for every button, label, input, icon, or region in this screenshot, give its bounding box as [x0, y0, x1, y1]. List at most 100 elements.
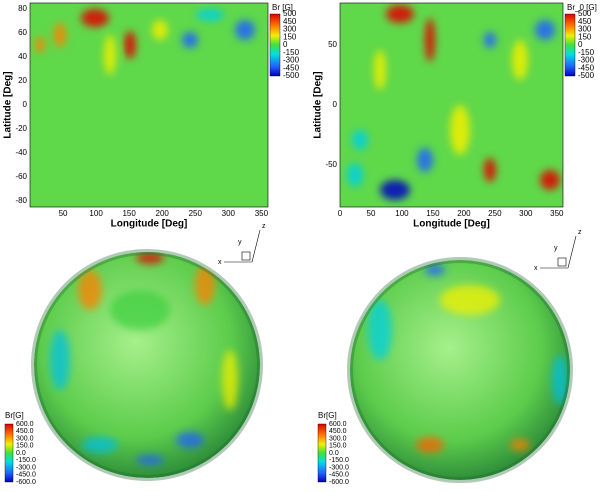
- colorbar-label: -600.0: [329, 479, 349, 486]
- map-frame: [29, 2, 269, 208]
- y-tick-label: -50: [325, 160, 337, 169]
- colorbar-label: -500: [283, 71, 300, 80]
- colorbar-label: 150: [283, 32, 297, 41]
- colorbar-label: 500: [578, 9, 592, 18]
- colorbar-label: 150.0: [329, 443, 347, 450]
- heatmap-feature: [386, 5, 414, 23]
- x-tick-label: 50: [367, 209, 376, 218]
- colorbar-label: -500: [578, 71, 595, 80]
- colorbar-label: 300: [283, 25, 297, 34]
- heatmap-feature: [104, 35, 116, 75]
- heatmap-feature: [540, 170, 560, 190]
- y-tick-label: 0: [333, 100, 338, 109]
- sphere-bg: [350, 260, 570, 480]
- heatmap-feature: [417, 148, 433, 172]
- axis-label: y: [554, 245, 558, 252]
- colorbar-label: -150: [578, 48, 595, 57]
- axis-label: y: [238, 239, 242, 246]
- colorbar-label: 450.0: [329, 428, 347, 435]
- heatmap-features: [347, 5, 560, 200]
- colorbar-label: 0: [578, 40, 583, 49]
- x-tick-label: 350: [255, 209, 269, 218]
- colorbar-label: -150.0: [16, 457, 36, 464]
- colorbar-label: 300.0: [329, 435, 347, 442]
- colorbar-label: 300: [578, 25, 592, 34]
- heatmap-feature: [352, 130, 368, 150]
- axis-box: [557, 257, 567, 267]
- heatmap-feature: [182, 32, 198, 48]
- colorbar-label: -450.0: [329, 472, 349, 479]
- colorbar: [317, 423, 327, 483]
- sphere-feature: [368, 300, 392, 360]
- axis-label: x: [534, 265, 538, 272]
- heatmap-bg: [340, 3, 563, 207]
- sphere-feature: [78, 270, 102, 310]
- sphere-feature: [425, 264, 445, 276]
- sphere-feature: [222, 350, 238, 410]
- sphere-feature: [82, 437, 118, 453]
- x-tick-label: 100: [395, 209, 409, 218]
- sphere-feature: [440, 285, 500, 315]
- x-axis-label: Longitude [Deg]: [413, 219, 490, 230]
- colorbar-label: 600.0: [16, 421, 34, 428]
- sphere: [350, 260, 570, 480]
- x-tick-label: 100: [89, 209, 103, 218]
- y-tick-label: -60: [15, 172, 27, 181]
- colorbar-label: 150.0: [16, 443, 34, 450]
- x-tick-label: 0: [338, 209, 343, 218]
- heatmap-feature: [124, 31, 136, 59]
- heatmap: [340, 3, 563, 207]
- colorbar-label: 500: [283, 9, 297, 18]
- x-tick-label: 200: [156, 209, 170, 218]
- x-tick-label: 250: [488, 209, 502, 218]
- heatmap-feature: [484, 158, 496, 182]
- colorbar-label: 600.0: [329, 421, 347, 428]
- colorbar-title: Br[G]: [5, 411, 24, 420]
- y-axis-label: Latitude [Deg]: [313, 71, 324, 138]
- heatmap-feature: [196, 9, 224, 21]
- y-tick-label: 50: [328, 40, 337, 49]
- sphere-feature: [195, 265, 215, 305]
- colorbar: [564, 13, 576, 77]
- x-tick-label: 250: [189, 209, 203, 218]
- sphere-features: [368, 260, 568, 453]
- colorbar-label: 450.0: [16, 428, 34, 435]
- sphere-feature: [510, 439, 530, 451]
- sphere: [34, 252, 260, 478]
- x-tick-label: 300: [519, 209, 533, 218]
- sphere-feature: [176, 432, 204, 448]
- axis-z: [567, 235, 577, 269]
- colorbar-label: -450: [578, 63, 595, 72]
- colorbar-title: Br [G]: [272, 3, 293, 12]
- colorbar-label: -600.0: [16, 479, 36, 486]
- heatmap-feature: [374, 50, 386, 90]
- sphere-feature: [416, 437, 444, 453]
- colorbar-label: -450: [283, 63, 300, 72]
- y-tick-label: 80: [18, 4, 27, 13]
- heatmap-feature: [450, 105, 470, 155]
- sphere-shade: [347, 257, 573, 483]
- y-tick-label: 0: [23, 100, 28, 109]
- x-axis-label: Longitude [Deg]: [111, 219, 188, 230]
- sphere-feature: [110, 290, 170, 330]
- x-tick-label: 350: [550, 209, 564, 218]
- sphere-feature: [552, 355, 568, 405]
- heatmap-feature: [535, 20, 555, 40]
- heatmap-features: [35, 9, 255, 75]
- x-tick-label: 50: [59, 209, 68, 218]
- colorbar-label: 150: [578, 32, 592, 41]
- heatmap-feature: [35, 37, 45, 53]
- heatmap-bg: [30, 3, 268, 207]
- heatmap-feature: [54, 23, 66, 47]
- colorbar-label: -450.0: [16, 472, 36, 479]
- heatmap: [30, 3, 268, 207]
- x-tick-label: 150: [122, 209, 136, 218]
- map-frame: [339, 2, 564, 208]
- colorbar: [4, 423, 14, 483]
- y-tick-label: 60: [18, 28, 27, 37]
- colorbar-label: 300.0: [16, 435, 34, 442]
- colorbar-label: -150.0: [329, 457, 349, 464]
- y-tick-label: 20: [18, 76, 27, 85]
- heatmap-feature: [512, 40, 528, 80]
